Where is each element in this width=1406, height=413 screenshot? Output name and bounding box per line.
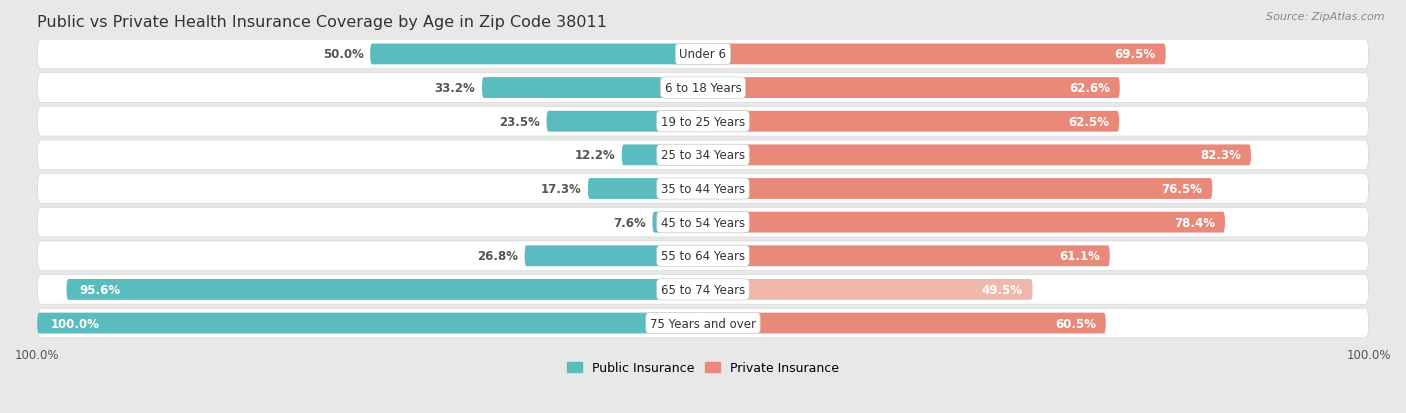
Text: 7.6%: 7.6%: [613, 216, 645, 229]
Text: 100.0%: 100.0%: [51, 317, 100, 330]
FancyBboxPatch shape: [37, 174, 1369, 204]
Text: 49.5%: 49.5%: [981, 283, 1022, 296]
FancyBboxPatch shape: [37, 309, 1369, 338]
FancyBboxPatch shape: [703, 212, 1225, 233]
Text: 12.2%: 12.2%: [575, 149, 614, 162]
Text: Source: ZipAtlas.com: Source: ZipAtlas.com: [1267, 12, 1385, 22]
Text: 26.8%: 26.8%: [477, 250, 517, 263]
FancyBboxPatch shape: [652, 212, 703, 233]
Text: 50.0%: 50.0%: [322, 48, 364, 61]
FancyBboxPatch shape: [37, 107, 1369, 137]
FancyBboxPatch shape: [703, 179, 1212, 199]
Text: 60.5%: 60.5%: [1054, 317, 1095, 330]
Text: 78.4%: 78.4%: [1174, 216, 1215, 229]
FancyBboxPatch shape: [37, 313, 703, 334]
FancyBboxPatch shape: [37, 141, 1369, 170]
FancyBboxPatch shape: [703, 112, 1119, 132]
FancyBboxPatch shape: [37, 40, 1369, 69]
FancyBboxPatch shape: [703, 246, 1109, 266]
FancyBboxPatch shape: [37, 208, 1369, 237]
FancyBboxPatch shape: [621, 145, 703, 166]
Text: 62.5%: 62.5%: [1069, 115, 1109, 128]
Text: 82.3%: 82.3%: [1201, 149, 1241, 162]
Text: 23.5%: 23.5%: [499, 115, 540, 128]
Text: 35 to 44 Years: 35 to 44 Years: [661, 183, 745, 195]
FancyBboxPatch shape: [703, 78, 1119, 99]
Text: 76.5%: 76.5%: [1161, 183, 1202, 195]
Text: 33.2%: 33.2%: [434, 82, 475, 95]
FancyBboxPatch shape: [703, 279, 1032, 300]
Text: 45 to 54 Years: 45 to 54 Years: [661, 216, 745, 229]
Text: 55 to 64 Years: 55 to 64 Years: [661, 250, 745, 263]
FancyBboxPatch shape: [37, 275, 1369, 304]
FancyBboxPatch shape: [703, 313, 1105, 334]
FancyBboxPatch shape: [703, 44, 1166, 65]
Text: 75 Years and over: 75 Years and over: [650, 317, 756, 330]
FancyBboxPatch shape: [66, 279, 703, 300]
FancyBboxPatch shape: [37, 74, 1369, 103]
FancyBboxPatch shape: [588, 179, 703, 199]
Text: 65 to 74 Years: 65 to 74 Years: [661, 283, 745, 296]
FancyBboxPatch shape: [37, 241, 1369, 271]
Text: 25 to 34 Years: 25 to 34 Years: [661, 149, 745, 162]
Text: 6 to 18 Years: 6 to 18 Years: [665, 82, 741, 95]
Text: Under 6: Under 6: [679, 48, 727, 61]
Text: 69.5%: 69.5%: [1115, 48, 1156, 61]
Text: 17.3%: 17.3%: [540, 183, 581, 195]
FancyBboxPatch shape: [547, 112, 703, 132]
FancyBboxPatch shape: [524, 246, 703, 266]
FancyBboxPatch shape: [370, 44, 703, 65]
FancyBboxPatch shape: [703, 145, 1251, 166]
Text: 95.6%: 95.6%: [80, 283, 121, 296]
FancyBboxPatch shape: [482, 78, 703, 99]
Text: 61.1%: 61.1%: [1059, 250, 1099, 263]
Legend: Public Insurance, Private Insurance: Public Insurance, Private Insurance: [562, 356, 844, 379]
Text: 19 to 25 Years: 19 to 25 Years: [661, 115, 745, 128]
Text: Public vs Private Health Insurance Coverage by Age in Zip Code 38011: Public vs Private Health Insurance Cover…: [37, 15, 607, 30]
Text: 62.6%: 62.6%: [1069, 82, 1109, 95]
